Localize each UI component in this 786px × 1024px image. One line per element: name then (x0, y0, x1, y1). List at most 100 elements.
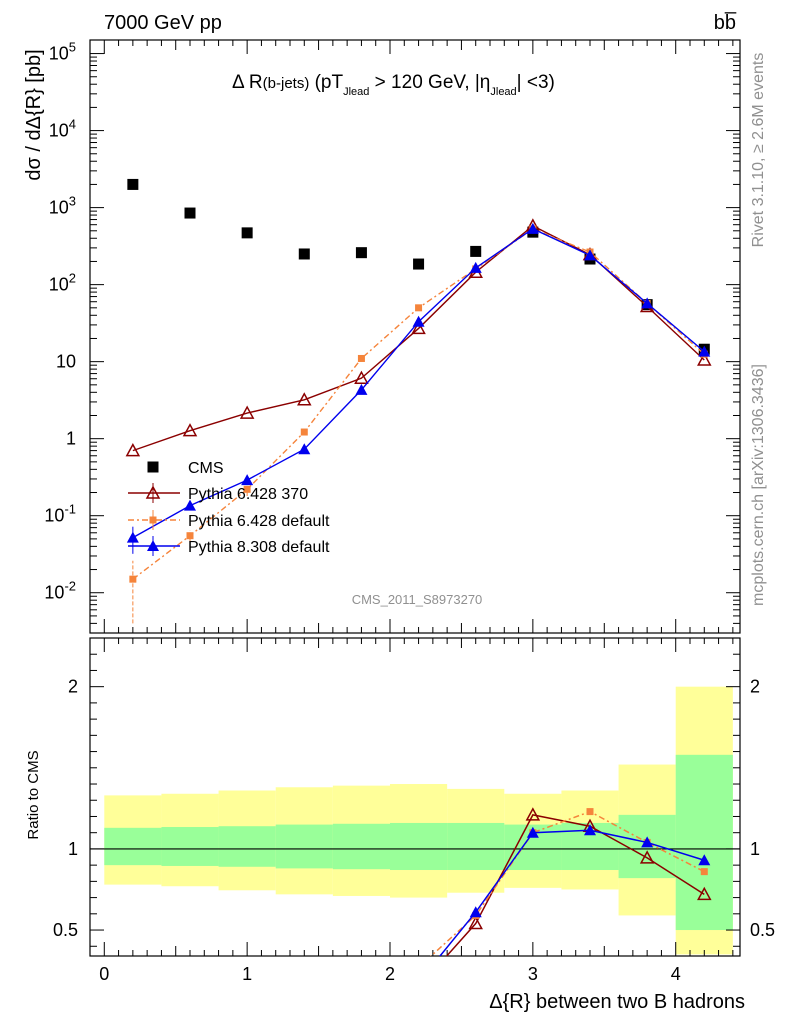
data-point (412, 315, 425, 327)
legend-label: CMS (188, 460, 224, 477)
series-line (445, 814, 705, 956)
data-point (149, 516, 157, 524)
y-tick-label: 1 (68, 839, 78, 859)
data-point (468, 915, 483, 930)
y-tick-label: 2 (68, 677, 78, 697)
series-line (439, 829, 705, 956)
analysis-id-label: CMS_2011_S8973270 (352, 592, 483, 607)
data-point (639, 850, 655, 864)
series-pythia-6-428-370 (125, 218, 712, 457)
series-pythia-8-308-default (126, 222, 711, 554)
y-tick-label: 102 (49, 271, 76, 295)
data-point (357, 354, 365, 362)
data-point (354, 370, 369, 384)
ratio-ylabel: Ratio to CMS (25, 750, 42, 839)
data-point (641, 297, 654, 309)
ratio-series-pythia-8-308-default (439, 824, 711, 956)
y-tick-label: 10-1 (44, 502, 76, 526)
data-point (147, 540, 159, 551)
data-point (700, 868, 708, 876)
data-point (415, 304, 423, 312)
data-point (241, 474, 254, 486)
process-label: bb̅ (714, 11, 737, 34)
legend-entry: Pythia 6.428 default (128, 510, 330, 530)
data-point (469, 261, 482, 273)
data-point (127, 178, 139, 190)
uncertainty-band-inner (390, 822, 448, 871)
data-point (184, 499, 196, 511)
y-tick-label: 2 (750, 677, 760, 697)
rivet-version-label: Rivet 3.1.10, ≥ 2.6M events (750, 53, 767, 248)
main-ylabel: dσ / dΔ{R} [pb] (23, 49, 45, 180)
data-point (125, 443, 141, 457)
y-tick-label: 1 (66, 429, 76, 449)
data-point (126, 531, 139, 543)
data-point (584, 824, 596, 836)
data-point (697, 352, 712, 366)
data-point (355, 247, 367, 259)
data-point (698, 345, 711, 357)
data-point (584, 249, 596, 261)
data-point (355, 383, 368, 395)
data-point (300, 428, 308, 436)
uncertainty-band-inner (675, 754, 733, 931)
y-tick-label: 0.5 (53, 920, 78, 940)
energy-label: 7000 GeV pp (104, 12, 222, 34)
main-panel: 10-2 10-1 1 10 102 103 104 105 CMS Pythia 6.428 3… (44, 39, 741, 634)
y-tick-label: 103 (49, 194, 76, 218)
data-point (239, 405, 255, 419)
y-tick-label: 0.5 (750, 920, 775, 940)
data-point (413, 258, 425, 270)
legend-entry: Pythia 6.428 370 (128, 483, 308, 503)
x-tick-label: 0 (99, 964, 109, 984)
uncertainty-band-inner (275, 824, 333, 869)
data-point (469, 906, 482, 918)
legend-entry: Pythia 8.308 default (128, 536, 330, 556)
data-point (641, 836, 654, 848)
x-tick-label: 4 (671, 964, 681, 984)
data-point (241, 227, 253, 239)
ratio-frame (89, 637, 741, 957)
data-point (470, 245, 482, 257)
data-point (526, 222, 539, 234)
mcplots-label: mcplots.cern.ch [arXiv:1306.3436] (750, 364, 767, 606)
y-tick-label: 10 (56, 352, 76, 372)
uncertainty-band-inner (332, 823, 390, 870)
data-point (182, 423, 198, 437)
data-point (525, 807, 541, 821)
data-point (145, 485, 161, 499)
ratio-panel: 0 1 2 3 4 0.5 0.5 1 1 2 2 (53, 637, 775, 984)
data-point (184, 207, 196, 219)
data-point (298, 443, 311, 455)
ratio-xlabel: Δ{R} between two B hadrons (489, 991, 745, 1013)
uncertainty-band-inner (104, 827, 162, 866)
legend: CMS Pythia 6.428 370 Pythia 6.428 default P… (128, 460, 330, 556)
x-tick-label: 2 (385, 964, 395, 984)
main-frame (89, 39, 741, 634)
legend-label: Pythia 6.428 370 (188, 486, 308, 503)
y-tick-label: 1 (750, 839, 760, 859)
data-point (526, 826, 539, 838)
data-point (186, 532, 194, 540)
legend-entry: CMS (147, 460, 224, 477)
data-point (147, 461, 159, 473)
x-tick-label: 3 (528, 964, 538, 984)
data-point (411, 320, 426, 335)
series-pythia-6-428-default (129, 225, 708, 624)
uncertainty-band-inner (161, 827, 219, 866)
y-tick-label: 105 (49, 40, 76, 64)
data-point (297, 392, 312, 406)
uncertainty-band-inner (218, 826, 276, 867)
data-point (129, 575, 137, 583)
legend-label: Pythia 8.308 default (188, 539, 330, 556)
legend-label: Pythia 6.428 default (188, 513, 330, 530)
data-point (243, 485, 251, 493)
data-point (298, 248, 310, 260)
data-point (698, 854, 711, 866)
data-point (697, 886, 712, 901)
y-tick-label: 10-2 (44, 579, 76, 603)
plot-title: Δ R(b-jets) (pTJlead > 120 GeV, |ηJlead|… (232, 72, 555, 98)
y-tick-label: 104 (49, 117, 76, 141)
x-tick-label: 1 (242, 964, 252, 984)
